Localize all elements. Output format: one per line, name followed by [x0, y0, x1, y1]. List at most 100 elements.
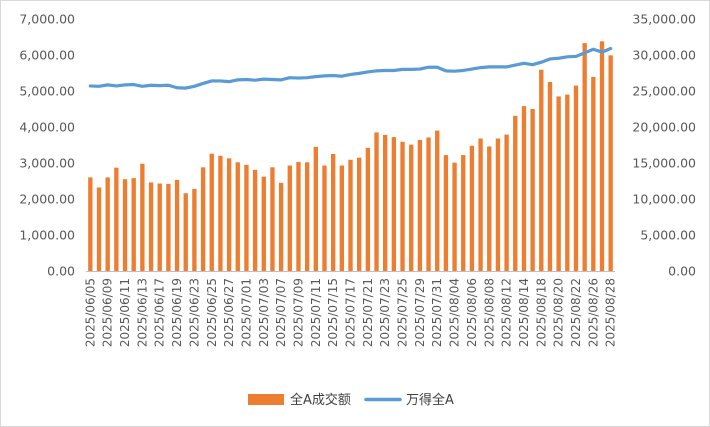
bar [452, 162, 457, 271]
line-series [88, 46, 613, 90]
bar [426, 137, 431, 271]
bar [348, 159, 353, 271]
bar [383, 134, 388, 271]
x-tick-label: 2025/06/05 [83, 278, 97, 347]
bar [322, 165, 327, 271]
x-tick-label: 2025/07/21 [361, 278, 375, 347]
right-tick-label: 20,000.00 [632, 120, 696, 135]
bar [487, 146, 492, 271]
bar [435, 130, 440, 271]
x-tick-label: 2025/08/14 [517, 278, 531, 347]
x-tick-label: 2025/08/28 [604, 278, 618, 347]
x-tick-label: 2025/07/09 [291, 278, 305, 347]
bar [88, 177, 93, 271]
bar [339, 165, 344, 271]
legend-swatch-bar [248, 394, 284, 405]
right-tick-label: 25,000.00 [632, 84, 696, 99]
bar [599, 41, 605, 271]
bar [278, 182, 284, 271]
x-tick-label: 2025/06/27 [222, 278, 236, 347]
x-tick-label: 2025/07/23 [378, 278, 392, 347]
bar [330, 154, 336, 271]
bar [556, 96, 561, 272]
bar [244, 164, 249, 271]
bar [530, 109, 535, 271]
x-tick-label: 2025/07/11 [309, 278, 323, 347]
right-tick-label: 35,000.00 [632, 12, 696, 27]
bar [270, 167, 275, 271]
x-tick-label: 2025/08/12 [500, 278, 514, 347]
bar [565, 94, 570, 271]
bar [313, 146, 318, 271]
right-tick-label: 30,000.00 [632, 48, 696, 63]
x-tick-label: 2025/07/17 [344, 278, 358, 347]
x-tick-label: 2025/07/07 [274, 278, 288, 347]
x-tick-label: 2025/08/22 [569, 278, 583, 347]
x-tick-label: 2025/06/17 [153, 278, 167, 347]
bar [495, 138, 501, 271]
bar [96, 187, 102, 271]
x-tick-label: 2025/07/25 [396, 278, 410, 347]
x-tick-label: 2025/07/01 [239, 278, 253, 347]
bar [365, 147, 371, 271]
bar [461, 155, 466, 271]
bar [114, 167, 119, 271]
right-tick-label: 5,000.00 [640, 228, 696, 243]
bar [200, 167, 206, 271]
bar [409, 144, 414, 271]
bar [304, 162, 310, 271]
bar [148, 182, 154, 271]
x-tick-label: 2025/06/19 [170, 278, 184, 347]
left-tick-label: 7,000.00 [19, 12, 75, 27]
bar [140, 163, 145, 271]
x-tick-label: 2025/06/09 [101, 278, 115, 347]
left-tick-label: 5,000.00 [19, 84, 75, 99]
legend-label-bar: 全A成交额 [290, 392, 351, 408]
left-tick-label: 6,000.00 [19, 48, 75, 63]
bar [252, 169, 258, 271]
bar [218, 155, 223, 271]
x-tick-label: 2025/08/06 [465, 278, 479, 347]
x-tick-label: 2025/08/18 [534, 278, 548, 347]
x-tick-label: 2025/07/03 [257, 278, 271, 347]
bar [192, 188, 197, 271]
x-tick-label: 2025/06/13 [135, 278, 149, 347]
bar [547, 82, 553, 271]
right-tick-label: 15,000.00 [632, 156, 696, 171]
x-tick-label: 2025/08/04 [448, 278, 462, 347]
bar [400, 141, 405, 271]
x-tick-label: 2025/08/08 [482, 278, 496, 347]
x-tick-label: 2025/06/25 [205, 278, 219, 347]
bar [469, 145, 475, 271]
bar [296, 161, 301, 271]
right-axis: 0.00 5,000.00 10,000.00 15,000.00 20,000.00 2… [632, 12, 696, 279]
bar [174, 179, 180, 271]
bar [235, 162, 240, 271]
bar [513, 115, 518, 271]
bar-series [88, 41, 613, 272]
x-axis: 2025/06/05 2025/06/09 2025/06/11 2025/06/13… [83, 278, 617, 347]
bar [374, 132, 379, 271]
x-tick-label: 2025/08/26 [586, 278, 600, 347]
x-tick-label: 2025/07/31 [430, 278, 444, 347]
bar [226, 158, 232, 271]
bar [122, 179, 128, 271]
bar [521, 106, 527, 272]
x-tick-label: 2025/06/23 [187, 278, 201, 347]
x-tick-label: 2025/08/20 [552, 278, 566, 347]
x-tick-label: 2025/07/15 [326, 278, 340, 347]
bar [608, 55, 613, 271]
left-tick-label: 2,000.00 [19, 192, 75, 207]
bar [183, 193, 188, 271]
left-tick-label: 1,000.00 [19, 228, 75, 243]
legend[interactable]: 全A成交额 万得全A [248, 392, 454, 408]
bar [357, 157, 362, 271]
bar [166, 183, 171, 271]
left-tick-label: 0.00 [47, 264, 75, 279]
bar [573, 85, 579, 271]
bar [539, 69, 544, 271]
bar [504, 134, 509, 271]
x-tick-label: 2025/06/11 [118, 278, 132, 347]
bar [131, 178, 136, 271]
